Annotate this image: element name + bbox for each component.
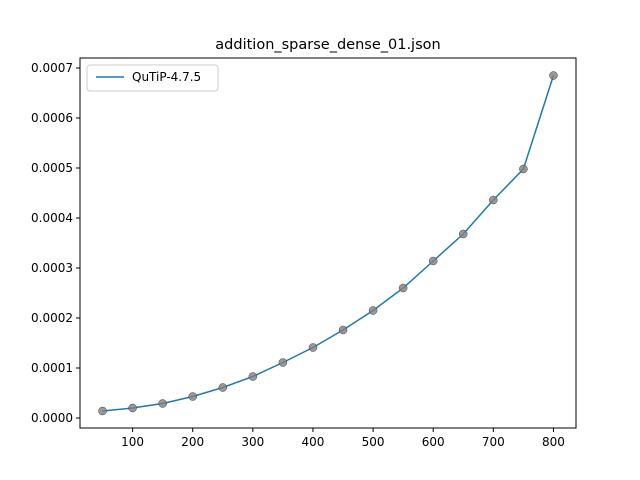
x-tick-label: 100	[121, 435, 144, 449]
x-tick-label: 600	[422, 435, 445, 449]
data-point	[489, 195, 498, 205]
y-tick-label: 0.0007	[31, 61, 73, 75]
data-point	[308, 343, 318, 352]
x-tick-label: 300	[241, 435, 264, 449]
data-point	[248, 372, 258, 381]
data-point	[218, 383, 228, 392]
data-point	[188, 392, 197, 401]
data-point	[98, 406, 107, 416]
series-line	[102, 75, 555, 412]
data-point	[338, 325, 348, 335]
data-point	[428, 256, 438, 266]
data-point	[278, 358, 288, 367]
plot-frame	[79, 57, 577, 429]
legend-label: QuTiP-4.7.5	[132, 70, 201, 84]
x-tick-label: 500	[362, 435, 385, 449]
x-tick-label: 200	[181, 435, 204, 449]
chart-title: addition_sparse_dense_01.json	[215, 37, 440, 53]
y-tick-label: 0.0003	[31, 261, 73, 275]
series-layer	[98, 71, 558, 416]
y-tick-label: 0.0002	[31, 311, 73, 325]
y-axis-ticks: 0.0000 0.0001 0.0002 0.0003 0.0004 0.0005 0.00…	[31, 61, 80, 425]
data-point	[128, 403, 137, 413]
x-tick-label: 400	[302, 435, 325, 449]
y-tick-label: 0.0006	[31, 111, 73, 125]
x-tick-label: 700	[482, 435, 505, 449]
data-point	[398, 283, 408, 293]
y-tick-label: 0.0001	[31, 361, 73, 375]
data-point	[368, 306, 378, 315]
x-axis-ticks: 100 200 300 400 500 600 700 800	[121, 428, 565, 449]
data-point	[549, 71, 558, 80]
data-point	[519, 164, 528, 174]
data-point	[158, 399, 167, 408]
legend: QuTiP-4.7.5	[86, 64, 219, 92]
y-tick-label: 0.0000	[31, 411, 73, 425]
x-tick-label: 800	[542, 435, 565, 449]
y-tick-label: 0.0004	[31, 211, 73, 225]
legend-box	[86, 64, 219, 92]
y-tick-label: 0.0005	[31, 161, 73, 175]
data-point	[459, 229, 468, 239]
